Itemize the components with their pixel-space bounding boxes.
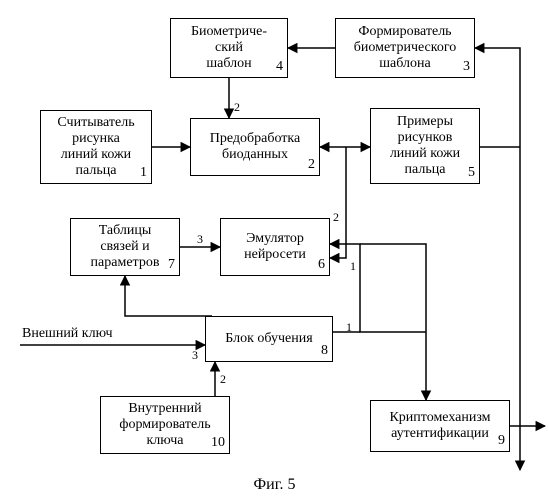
node-number: 5 bbox=[468, 165, 475, 181]
edge bbox=[360, 258, 426, 332]
edge bbox=[330, 244, 360, 258]
node-number: 3 bbox=[463, 59, 470, 75]
edge bbox=[125, 276, 212, 316]
node-2: Предобработкабиоданных 2 bbox=[190, 118, 320, 176]
edge-number: 3 bbox=[192, 348, 198, 363]
edge bbox=[330, 147, 346, 258]
node-number: 6 bbox=[318, 257, 325, 273]
figure-caption: Фиг. 5 bbox=[0, 476, 549, 494]
node-label: Таблицысвязей ипараметров bbox=[91, 223, 160, 271]
node-5: Примерырисунковлиний кожипальца 5 bbox=[370, 108, 480, 184]
edge-number: 3 bbox=[197, 232, 203, 247]
node-number: 1 bbox=[140, 165, 147, 181]
node-6: Эмуляторнейросети 6 bbox=[220, 218, 330, 276]
external-key-label: Внешний ключ bbox=[22, 326, 113, 342]
node-label: Формировательбиометрическогошаблона bbox=[354, 24, 457, 72]
node-number: 8 bbox=[321, 343, 328, 359]
node-label: Считывательрисункалиний кожипальца bbox=[57, 115, 134, 179]
node-number: 2 bbox=[308, 157, 315, 173]
edge-number: 2 bbox=[234, 100, 240, 115]
node-label: Криптомеханизмаутентификации bbox=[389, 410, 490, 442]
node-number: 10 bbox=[211, 435, 225, 451]
node-label: Эмуляторнейросети bbox=[244, 231, 306, 263]
edge-number: 2 bbox=[220, 372, 226, 387]
edge-number: 2 bbox=[333, 210, 339, 225]
node-3: Формировательбиометрическогошаблона 3 bbox=[335, 18, 475, 78]
node-9: Криптомеханизмаутентификации 9 bbox=[370, 400, 510, 452]
edge-number: 1 bbox=[350, 259, 356, 274]
node-number: 4 bbox=[276, 59, 283, 75]
node-label: Биометриче-скийшаблон bbox=[191, 24, 267, 72]
edge bbox=[360, 244, 426, 400]
node-8: Блок обучения 8 bbox=[205, 316, 333, 362]
node-number: 9 bbox=[498, 433, 505, 449]
node-number: 7 bbox=[168, 257, 175, 273]
node-label: Предобработкабиоданных bbox=[210, 131, 300, 163]
node-7: Таблицысвязей ипараметров 7 bbox=[70, 218, 180, 276]
node-1: Считывательрисункалиний кожипальца 1 bbox=[40, 110, 152, 184]
diagram-canvas: Внешний ключ Фиг. 5 Биометриче-скийшабло… bbox=[0, 0, 549, 500]
edge-number: 1 bbox=[346, 320, 352, 335]
node-label: Примерырисунковлиний кожипальца bbox=[390, 114, 460, 178]
node-4: Биометриче-скийшаблон 4 bbox=[170, 18, 288, 78]
node-label: Внутреннийформировательключа bbox=[119, 401, 210, 449]
node-label: Блок обучения bbox=[225, 331, 312, 347]
node-10: Внутреннийформировательключа10 bbox=[100, 396, 230, 454]
